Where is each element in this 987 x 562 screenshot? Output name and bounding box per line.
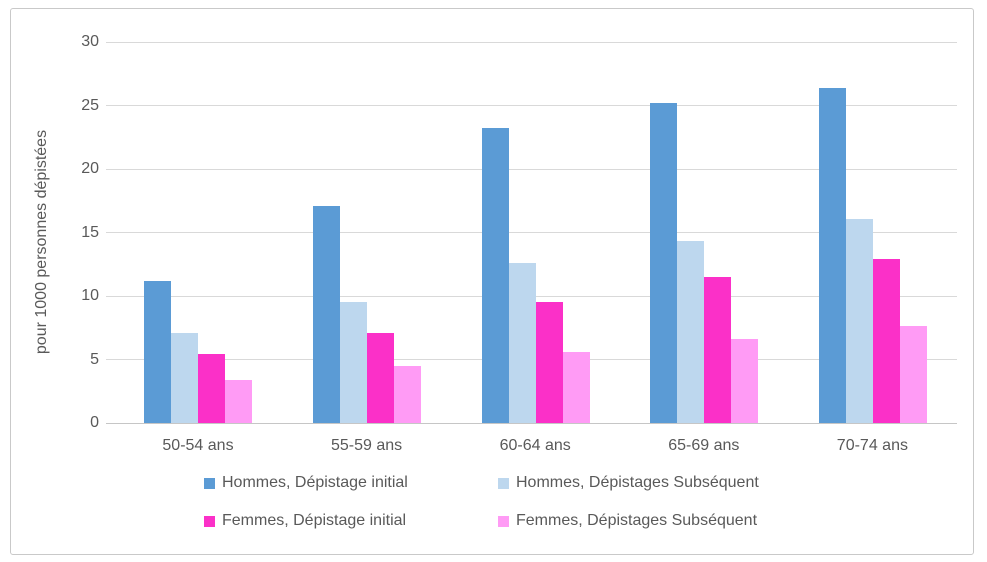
- legend-item: Hommes, Dépistages Subséquent: [498, 474, 759, 492]
- bar: [731, 339, 759, 423]
- bar: [144, 280, 172, 423]
- legend-marker: [498, 515, 509, 527]
- bar: [393, 365, 421, 423]
- x-axis-label: 50-54 ans: [162, 437, 234, 454]
- bar: [225, 379, 253, 423]
- bar: [535, 302, 563, 423]
- gridline: [106, 41, 957, 43]
- bar: [704, 276, 732, 423]
- y-tick-label: 10: [81, 287, 99, 304]
- legend-marker: [204, 477, 215, 489]
- legend-label: Hommes, Dépistage initial: [222, 474, 408, 491]
- bar: [845, 218, 873, 423]
- y-tick-label: 25: [81, 96, 99, 114]
- y-tick-label: 20: [81, 160, 99, 177]
- bar: [481, 128, 509, 423]
- bar: [872, 259, 900, 423]
- legend-item: Femmes, Dépistage initial: [204, 512, 406, 530]
- legend-label: Femmes, Dépistages Subséquent: [516, 512, 758, 529]
- y-tick-label: 15: [81, 223, 99, 241]
- x-axis-label: 65-69 ans: [668, 437, 740, 454]
- bar: [198, 354, 226, 423]
- legend-item: Femmes, Dépistages Subséquent: [498, 512, 757, 530]
- bar: [899, 326, 927, 423]
- legend-label: Femmes, Dépistage initial: [222, 512, 407, 529]
- chart-frame: pour 1000 personnes dépistées 0 5 10 15 20 25…: [10, 8, 974, 555]
- bar: [508, 262, 536, 423]
- bar: [650, 102, 678, 423]
- y-tick-label: 5: [90, 350, 99, 368]
- gridline: [106, 232, 957, 233]
- legend-marker: [498, 477, 509, 489]
- gridline: [106, 168, 957, 170]
- gridline: [106, 422, 957, 424]
- legend-marker: [204, 515, 215, 527]
- bar: [562, 351, 590, 423]
- x-axis-label: 70-74 ans: [836, 437, 908, 454]
- x-axis-label: 60-64 ans: [499, 437, 571, 454]
- legend-label: Hommes, Dépistages Subséquent: [516, 474, 759, 491]
- bar: [312, 205, 340, 423]
- y-axis-title: pour 1000 personnes dépistées: [33, 129, 50, 355]
- gridline: [106, 105, 957, 106]
- bar: [171, 332, 199, 423]
- plot-area: [106, 41, 957, 424]
- bar: [366, 332, 394, 423]
- legend-item: Hommes, Dépistage initial: [204, 474, 408, 492]
- bar: [818, 87, 846, 423]
- x-axis-label: 55-59 ans: [331, 437, 403, 454]
- y-tick-label: 30: [81, 33, 99, 50]
- bar: [677, 241, 705, 423]
- y-tick-label: 0: [90, 414, 99, 431]
- bar: [339, 302, 367, 423]
